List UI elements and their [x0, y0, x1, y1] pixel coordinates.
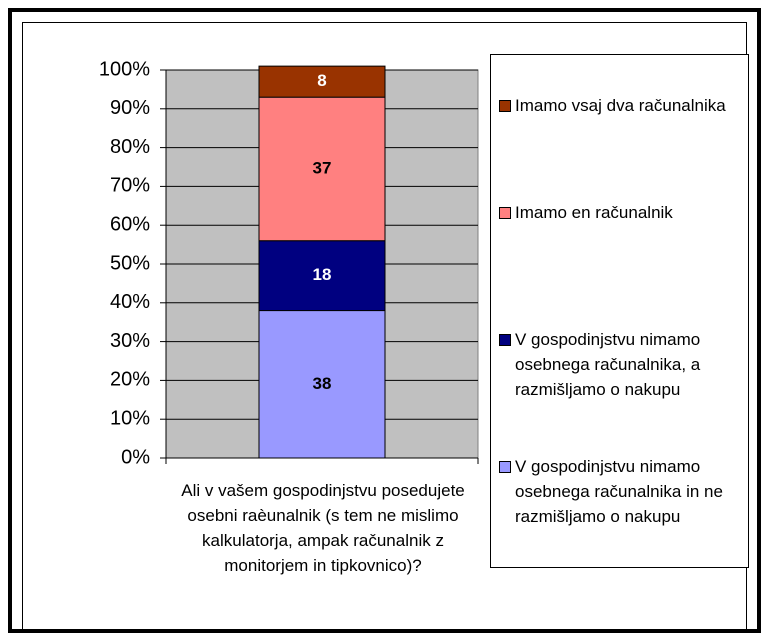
y-tick-label: 100% — [99, 58, 150, 80]
x-tick-label: Ali v vašem gospodinjstvu posedujete ose… — [181, 481, 465, 575]
data-label: 8 — [317, 71, 326, 90]
legend-label: V gospodinjstvu nimamo osebnega računaln… — [515, 330, 701, 399]
legend-label: V gospodinjstvu nimamo osebnega računaln… — [515, 457, 723, 526]
y-tick-label: 40% — [110, 291, 150, 313]
data-label: 38 — [313, 374, 332, 393]
y-tick-label: 0% — [121, 446, 150, 468]
y-tick-label: 10% — [110, 407, 150, 429]
y-tick-label: 80% — [110, 136, 150, 158]
legend: V gospodinjstvu nimamo osebnega računaln… — [490, 54, 749, 568]
y-tick-label: 50% — [110, 252, 150, 274]
bar-segment — [258, 65, 386, 98]
y-tick-label: 70% — [110, 175, 150, 197]
y-tick-label: 60% — [110, 213, 150, 235]
data-label: 18 — [313, 265, 332, 284]
data-label: 37 — [313, 158, 332, 177]
frame — [8, 8, 761, 633]
legend-entry: Imamo en računalnik — [499, 200, 729, 225]
legend-marker — [499, 334, 511, 346]
legend-marker — [499, 100, 511, 112]
bar-segment — [258, 240, 386, 312]
legend-marker — [499, 207, 511, 219]
legend-entry: V gospodinjstvu nimamo osebnega računaln… — [499, 327, 729, 402]
y-tick-label: 20% — [110, 369, 150, 391]
y-tick-label: 30% — [110, 330, 150, 352]
legend-marker — [499, 461, 511, 473]
bar-segment — [258, 310, 386, 459]
y-tick-label: 90% — [110, 97, 150, 119]
legend-entry: Imamo vsaj dva računalnika — [499, 93, 729, 118]
legend-label: Imamo vsaj dva računalnika — [515, 96, 726, 115]
bar-segment — [258, 96, 386, 242]
legend-label: Imamo en računalnik — [515, 203, 673, 222]
legend-entry: V gospodinjstvu nimamo osebnega računaln… — [499, 454, 729, 529]
